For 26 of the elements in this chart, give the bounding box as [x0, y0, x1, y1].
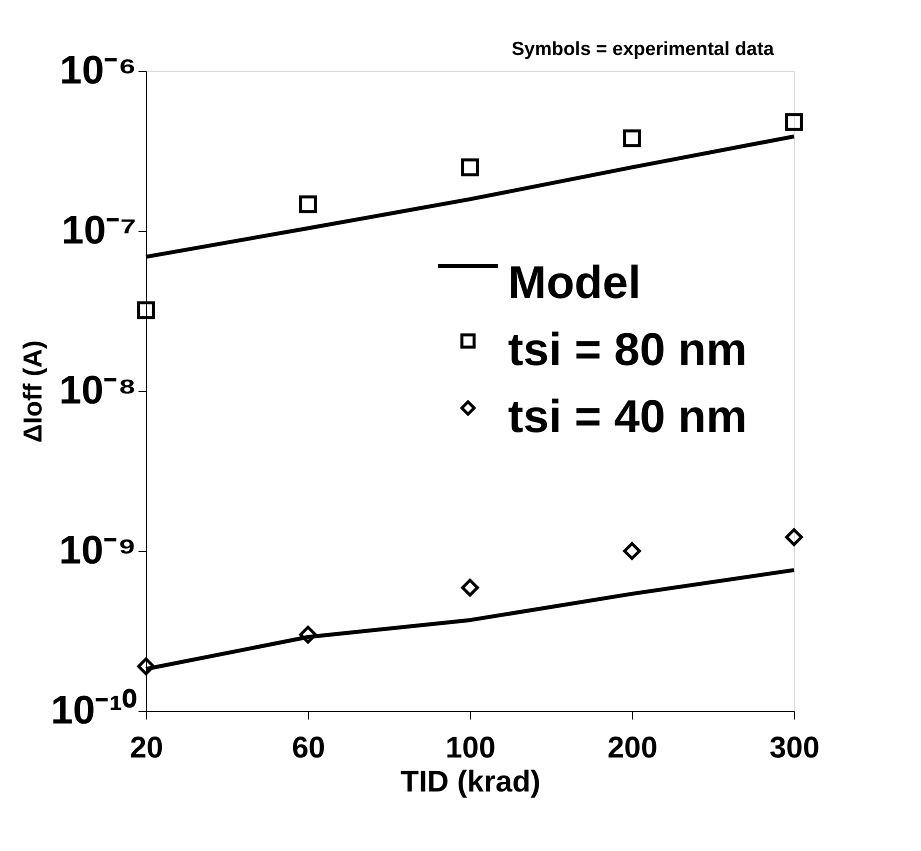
y-tick-label: 10⁻¹⁰ [50, 688, 136, 732]
point [461, 158, 479, 176]
x-tick-label: 60 [292, 732, 326, 764]
x-axis-title: TID (krad) [400, 766, 541, 798]
x-tick-label: 200 [607, 732, 658, 764]
y-tick-label: 10⁻⁶ [60, 48, 136, 92]
y-tick-label: 10⁻⁷ [62, 208, 136, 252]
y-tick-label: 10⁻⁸ [59, 368, 136, 412]
point [623, 129, 641, 148]
point [461, 578, 479, 597]
legend-label: tsi = 80 nm [508, 323, 748, 375]
point [623, 542, 641, 560]
point [785, 528, 803, 546]
point [299, 195, 317, 214]
point [299, 626, 317, 644]
x-tick-label: 300 [769, 732, 820, 764]
text: Symbols = experimental data [512, 39, 774, 60]
y-tick-label: 10⁻⁹ [59, 528, 136, 572]
x-tick-label: 20 [130, 732, 164, 764]
x-tick-label: 100 [445, 732, 496, 764]
point [137, 301, 155, 320]
legend-label: tsi = 40 nm [508, 390, 748, 442]
point [785, 113, 803, 131]
point [137, 657, 155, 676]
y-axis-title: ΔIoff (A) [18, 340, 48, 443]
legend-label: Model [508, 256, 641, 308]
